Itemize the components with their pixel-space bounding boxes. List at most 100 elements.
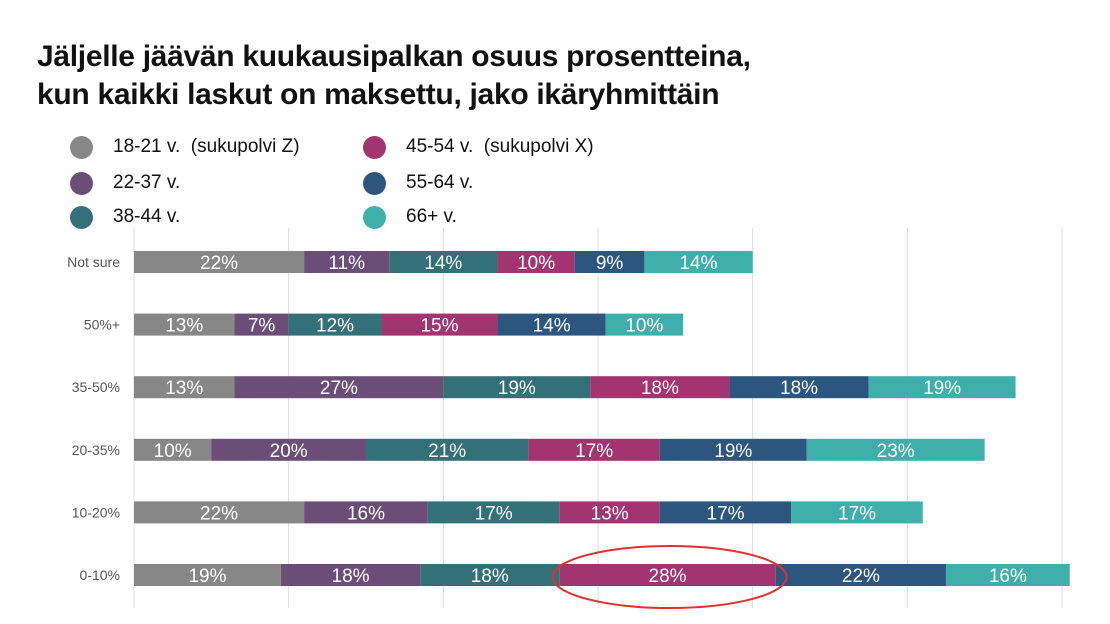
- bar-segment-35-50-1: [134, 376, 235, 399]
- bar-value-label: 9%: [596, 253, 624, 274]
- legend-swatch-45-54: [363, 135, 386, 159]
- category-tick-label: 10-20%: [72, 504, 120, 520]
- category-tick-label: 0-10%: [80, 567, 120, 583]
- legend-swatch-66-plus: [363, 205, 386, 229]
- bar-segment-0-10-5: [775, 564, 946, 586]
- bar-segment-not-sure-1: [134, 251, 305, 273]
- bar-segment-50-6: [605, 313, 684, 336]
- bar-segment-not-sure-4: [497, 251, 575, 273]
- bar-value-label: 18%: [780, 378, 818, 399]
- highlight-ellipse: [551, 545, 788, 609]
- bar-segment-35-50-5: [729, 376, 869, 399]
- legend-label-66-plus: 66+ v.: [406, 206, 457, 227]
- legend-item-18-21: 18-21 v. (sukupolvi Z): [70, 133, 300, 161]
- bar-segment-not-sure-2: [304, 251, 390, 273]
- bar-value-label: 17%: [575, 441, 613, 462]
- chart-title-line-1: Jäljelle jäävän kuukausipalkan osuus pro…: [37, 40, 751, 73]
- category-tick-label: 35-50%: [72, 379, 120, 395]
- bar-value-label: 18%: [471, 566, 509, 587]
- bar-segment-0-10-3: [420, 564, 560, 586]
- category-tick-label: 20-35%: [72, 442, 120, 458]
- bar-value-label: 13%: [165, 316, 203, 337]
- bar-segment-50-5: [497, 313, 606, 336]
- bar-value-label: 14%: [424, 253, 462, 274]
- bar-segment-50-4: [381, 313, 498, 336]
- bar-value-label: 7%: [248, 316, 276, 337]
- bar-segment-10-20-6: [791, 501, 923, 524]
- bar-value-label: 12%: [316, 316, 354, 337]
- chart-title: Jäljelle jäävän kuukausipalkan osuus pro…: [37, 38, 751, 114]
- bar-segment-50-1: [134, 313, 235, 336]
- bar-value-label: 19%: [923, 378, 961, 399]
- legend-label-22-37: 22-37 v.: [113, 172, 181, 193]
- legend-label-38-44: 38-44 v.: [113, 206, 181, 227]
- bar-segment-20-35-4: [528, 438, 660, 461]
- bar-value-label: 10%: [625, 316, 663, 337]
- bar-segment-10-20-3: [427, 501, 560, 524]
- bar-segment-20-35-2: [211, 438, 366, 461]
- legend-swatch-18-21: [70, 135, 93, 159]
- bar-segment-0-10-4: [559, 564, 776, 586]
- legend-swatch-22-37: [70, 171, 93, 195]
- bar-segment-20-35-6: [806, 438, 985, 461]
- bar-segment-not-sure-5: [574, 251, 645, 273]
- bar-value-label: 21%: [428, 441, 466, 462]
- bar-value-label: 28%: [649, 566, 687, 587]
- bar-segment-35-50-3: [443, 376, 591, 399]
- bar-segment-35-50-4: [590, 376, 730, 399]
- bar-value-label: 19%: [188, 566, 226, 587]
- legend-item-22-37: 22-37 v.: [70, 169, 180, 197]
- bar-segment-not-sure-6: [644, 251, 753, 273]
- bar-value-label: 10%: [154, 441, 192, 462]
- bar-segment-0-10-1: [134, 564, 281, 586]
- bar-value-label: 27%: [320, 378, 358, 399]
- bar-segment-20-35-5: [659, 438, 807, 461]
- legend-swatch-55-64: [363, 171, 386, 195]
- bar-value-label: 14%: [679, 253, 717, 274]
- bar-segment-35-50-6: [868, 376, 1016, 399]
- bar-value-label: 18%: [332, 566, 370, 587]
- bar-segment-0-10-2: [280, 564, 421, 586]
- bar-value-label: 16%: [989, 566, 1027, 587]
- legend-label-55-64: 55-64 v.: [406, 172, 474, 193]
- bar-value-label: 11%: [328, 253, 365, 274]
- bar-value-label: 22%: [842, 566, 880, 587]
- bar-value-label: 22%: [200, 253, 238, 274]
- bar-value-label: 14%: [533, 316, 571, 337]
- bar-segment-10-20-1: [134, 501, 305, 524]
- bar-value-label: 17%: [707, 503, 745, 524]
- legend-item-38-44: 38-44 v.: [70, 203, 180, 231]
- bar-value-label: 10%: [517, 253, 555, 274]
- bar-segment-0-10-6: [945, 564, 1070, 586]
- bar-segment-10-20-5: [659, 501, 792, 524]
- bar-segment-not-sure-3: [389, 251, 498, 273]
- bar-value-label: 19%: [498, 378, 536, 399]
- bar-segment-50-3: [288, 313, 382, 336]
- bar-segment-50-2: [234, 313, 289, 336]
- bar-segment-20-35-1: [134, 438, 212, 461]
- legend-item-66-plus: 66+ v.: [363, 203, 457, 231]
- bar-segment-35-50-2: [234, 376, 444, 399]
- legend-item-45-54: 45-54 v. (sukupolvi X): [363, 133, 594, 161]
- bar-value-label: 13%: [591, 503, 629, 524]
- bar-value-label: 18%: [641, 378, 679, 399]
- bar-value-label: 19%: [714, 441, 752, 462]
- bar-segment-10-20-4: [559, 501, 660, 524]
- category-tick-label: Not sure: [67, 254, 120, 270]
- bar-segment-20-35-3: [365, 438, 529, 461]
- bar-segment-10-20-2: [304, 501, 428, 524]
- bar-value-label: 20%: [270, 441, 308, 462]
- legend-label-45-54: 45-54 v. (sukupolvi X): [406, 136, 594, 157]
- legend-label-18-21: 18-21 v. (sukupolvi Z): [113, 136, 300, 157]
- bar-value-label: 22%: [200, 503, 238, 524]
- bar-value-label: 16%: [347, 503, 385, 524]
- bar-value-label: 15%: [420, 316, 458, 337]
- bar-value-label: 13%: [165, 378, 203, 399]
- legend-item-55-64: 55-64 v.: [363, 169, 473, 197]
- legend-swatch-38-44: [70, 205, 93, 229]
- bar-value-label: 17%: [475, 503, 513, 524]
- category-tick-label: 50%+: [84, 317, 120, 333]
- bar-value-label: 17%: [838, 503, 876, 524]
- bar-value-label: 23%: [877, 441, 915, 462]
